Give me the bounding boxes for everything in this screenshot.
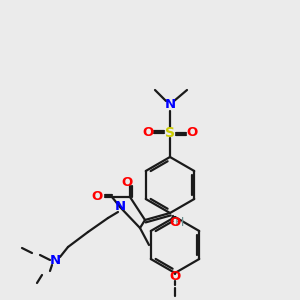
- Text: O: O: [142, 127, 154, 140]
- Text: N: N: [164, 98, 175, 112]
- Text: S: S: [165, 126, 175, 140]
- Text: H: H: [174, 215, 184, 229]
- Text: O: O: [169, 215, 181, 229]
- Text: O: O: [169, 269, 181, 283]
- Text: O: O: [92, 190, 103, 203]
- Text: O: O: [186, 127, 198, 140]
- Text: N: N: [50, 254, 61, 266]
- Text: O: O: [122, 176, 133, 190]
- Text: N: N: [114, 200, 126, 214]
